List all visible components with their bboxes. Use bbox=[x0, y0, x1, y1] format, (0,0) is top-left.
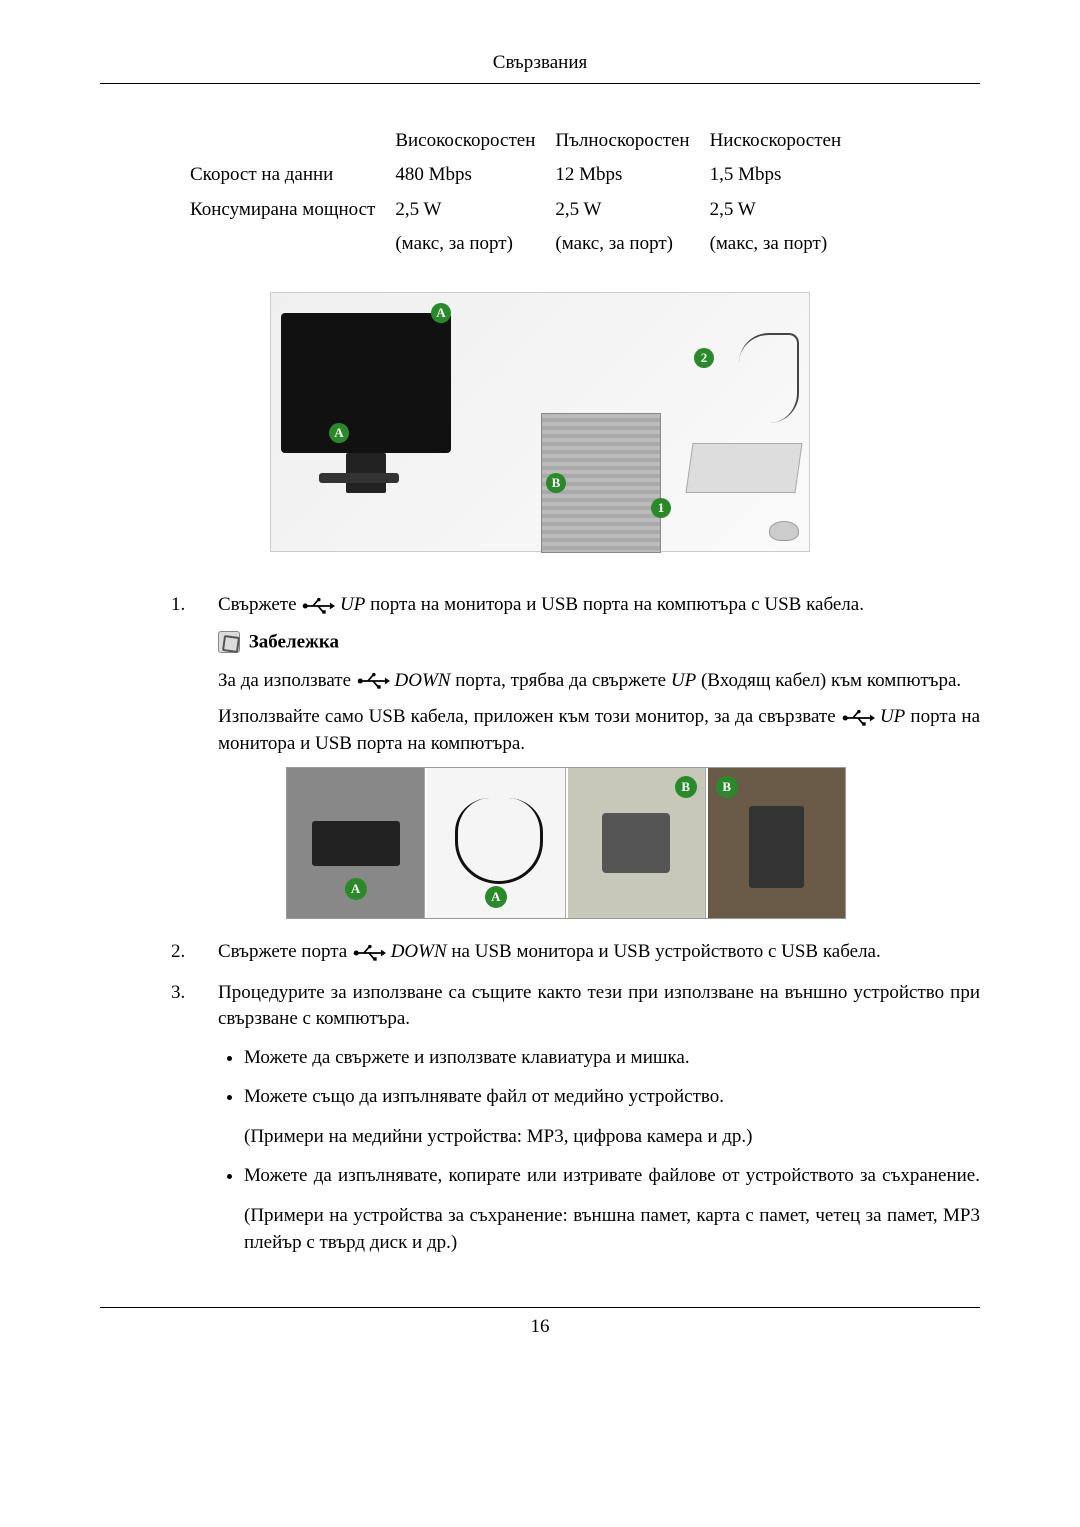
panel-badge-b: B bbox=[716, 776, 738, 798]
cable-panel-4: B bbox=[708, 768, 845, 918]
page-footer: 16 bbox=[100, 1307, 980, 1341]
text: порта на монитора и USB порта на компютъ… bbox=[370, 594, 864, 615]
note-label: Забележка bbox=[249, 631, 339, 652]
table-header-row: Високоскоростен Пълноскоростен Нискоскор… bbox=[190, 124, 861, 159]
cell: 1,5 Mbps bbox=[710, 158, 862, 193]
cable-photo-row: A A B B bbox=[286, 767, 846, 919]
text: Свържете порта bbox=[218, 941, 352, 962]
text: За да използвате bbox=[218, 670, 356, 691]
diagram-monitor bbox=[281, 313, 451, 453]
up-label: UP bbox=[340, 594, 365, 615]
step1-p3: Използвайте само USB кабела, приложен къ… bbox=[218, 704, 980, 757]
text: Можете да изпълнявате, копирате или изтр… bbox=[244, 1163, 980, 1190]
text: Свържете bbox=[218, 594, 301, 615]
note: Забележка bbox=[218, 629, 980, 656]
example-text: (Примери на устройства за съхранение: въ… bbox=[244, 1203, 980, 1256]
step2-line: Свържете порта DOWN на bbox=[218, 939, 980, 966]
usb-spec-table: Високоскоростен Пълноскоростен Нискоскор… bbox=[190, 124, 861, 262]
panel-badge-a: A bbox=[345, 878, 367, 900]
list-item: Можете да изпълнявате, копирате или изтр… bbox=[244, 1163, 980, 1257]
step1-line1: Свържете UP порта на мони bbox=[218, 592, 980, 619]
row-label-power: Консумирана мощност bbox=[190, 193, 395, 228]
text: на USB монитора и USB устройството с USB… bbox=[451, 941, 880, 962]
step-2: Свържете порта DOWN на bbox=[190, 939, 980, 966]
cell: 2,5 W bbox=[710, 193, 862, 228]
list-item: Можете също да изпълнявате файл от медий… bbox=[244, 1084, 980, 1151]
step-1: Свържете UP порта на мони bbox=[190, 592, 980, 919]
cell: 2,5 W bbox=[555, 193, 709, 228]
usb-icon bbox=[356, 672, 390, 690]
down-label: DOWN bbox=[395, 670, 451, 691]
text: Можете да свържете и използвате клавиату… bbox=[244, 1047, 690, 1068]
cell: (макс, за порт) bbox=[710, 227, 862, 262]
diagram-keyboard bbox=[685, 443, 802, 493]
cell: 12 Mbps bbox=[555, 158, 709, 193]
diagram-badge-a-stand: A bbox=[329, 423, 349, 443]
col-high: Високоскоростен bbox=[395, 124, 555, 159]
text: Използвайте само USB кабела, приложен къ… bbox=[218, 706, 841, 727]
up-label: UP bbox=[880, 706, 905, 727]
diagram-monitor-stand bbox=[319, 473, 399, 483]
connection-diagram: A A B 1 2 bbox=[270, 292, 810, 552]
cell: 2,5 W bbox=[395, 193, 555, 228]
note-icon bbox=[218, 631, 240, 653]
col-full: Пълноскоростен bbox=[555, 124, 709, 159]
diagram-badge-2: 2 bbox=[694, 348, 714, 368]
steps-list: Свържете UP порта на мони bbox=[190, 592, 980, 1257]
diagram-badge-1: 1 bbox=[651, 498, 671, 518]
text: (Входящ кабел) към компютъра. bbox=[701, 670, 961, 691]
diagram-badge-a-top: A bbox=[431, 303, 451, 323]
step-3: Процедурите за използване са същите какт… bbox=[190, 980, 980, 1257]
panel-badge-a: A bbox=[485, 886, 507, 908]
diagram-badge-b: B bbox=[546, 473, 566, 493]
page-header: Свързвания bbox=[100, 50, 980, 84]
text: Можете също да изпълнявате файл от медий… bbox=[244, 1086, 724, 1107]
usb-icon bbox=[301, 597, 335, 615]
cell: 480 Mbps bbox=[395, 158, 555, 193]
row-label-speed: Скорост на данни bbox=[190, 158, 395, 193]
usb-icon bbox=[841, 709, 875, 727]
content: Свържете UP порта на мони bbox=[190, 592, 980, 1257]
up-label: UP bbox=[671, 670, 696, 691]
panel-badge-b: B bbox=[675, 776, 697, 798]
text: порта, трябва да свържете bbox=[455, 670, 671, 691]
table-row-max: (макс, за порт) (макс, за порт) (макс, з… bbox=[190, 227, 861, 262]
diagram-cable bbox=[739, 333, 799, 423]
cable-panel-1: A bbox=[287, 768, 425, 918]
example-text: (Примери на медийни устройства: MP3, циф… bbox=[244, 1124, 980, 1151]
diagram-mouse bbox=[769, 521, 799, 541]
down-label: DOWN bbox=[391, 941, 447, 962]
step3-bullets: Можете да свържете и използвате клавиату… bbox=[244, 1045, 980, 1257]
cable-panel-2: A bbox=[427, 768, 565, 918]
step1-p2: За да използвате DOWN пор bbox=[218, 668, 980, 695]
table-row: Скорост на данни 480 Mbps 12 Mbps 1,5 Mb… bbox=[190, 158, 861, 193]
step3-intro: Процедурите за използване са същите какт… bbox=[218, 980, 980, 1033]
list-item: Можете да свържете и използвате клавиату… bbox=[244, 1045, 980, 1072]
cable-panel-3: B bbox=[568, 768, 706, 918]
page-number: 16 bbox=[531, 1316, 550, 1337]
col-low: Нискоскоростен bbox=[710, 124, 862, 159]
usb-icon bbox=[352, 944, 386, 962]
table-row: Консумирана мощност 2,5 W 2,5 W 2,5 W bbox=[190, 193, 861, 228]
cell: (макс, за порт) bbox=[395, 227, 555, 262]
cell: (макс, за порт) bbox=[555, 227, 709, 262]
